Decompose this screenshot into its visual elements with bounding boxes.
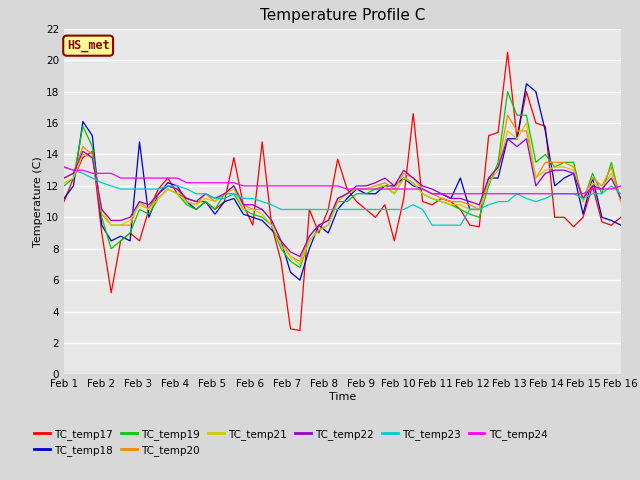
TC_temp19 <box>154 195 162 201</box>
TC_temp18 <box>617 222 625 228</box>
TC_temp17 <box>296 327 304 333</box>
TC_temp19 <box>249 211 257 217</box>
TC_temp17 <box>617 215 625 220</box>
Line: TC_temp22: TC_temp22 <box>64 139 621 257</box>
TC_temp22 <box>221 191 228 197</box>
TC_temp22 <box>504 136 511 142</box>
TC_temp20 <box>239 202 247 208</box>
TC_temp19 <box>60 183 68 189</box>
TC_temp22 <box>617 195 625 201</box>
TC_temp21 <box>249 206 257 212</box>
Title: Temperature Profile C: Temperature Profile C <box>260 9 425 24</box>
TC_temp24 <box>617 183 625 189</box>
TC_temp22 <box>60 175 68 181</box>
TC_temp23 <box>428 222 436 228</box>
TC_temp19 <box>419 191 426 197</box>
TC_temp19 <box>239 206 247 212</box>
TC_temp19 <box>202 199 209 204</box>
TC_temp19 <box>617 199 625 204</box>
TC_temp17 <box>419 199 426 204</box>
TC_temp18 <box>296 277 304 283</box>
TC_temp24 <box>410 186 417 192</box>
TC_temp17 <box>239 202 247 208</box>
TC_temp21 <box>202 195 209 201</box>
TC_temp20 <box>221 191 228 197</box>
TC_temp17 <box>221 199 228 204</box>
TC_temp21 <box>239 206 247 212</box>
TC_temp24 <box>239 183 247 189</box>
TC_temp23 <box>221 195 228 201</box>
Line: TC_temp20: TC_temp20 <box>64 115 621 261</box>
TC_temp19 <box>504 89 511 95</box>
TC_temp23 <box>410 202 417 208</box>
TC_temp18 <box>523 81 531 87</box>
TC_temp20 <box>249 206 257 212</box>
TC_temp24 <box>154 175 162 181</box>
Line: TC_temp17: TC_temp17 <box>64 52 621 330</box>
TC_temp22 <box>419 183 426 189</box>
Line: TC_temp18: TC_temp18 <box>64 84 621 280</box>
TC_temp24 <box>428 191 436 197</box>
TC_temp23 <box>239 195 247 201</box>
TC_temp24 <box>202 180 209 186</box>
TC_temp21 <box>154 195 162 201</box>
TC_temp22 <box>202 191 209 197</box>
TC_temp20 <box>60 175 68 181</box>
Text: HS_met: HS_met <box>67 39 109 52</box>
Y-axis label: Temperature (C): Temperature (C) <box>33 156 43 247</box>
TC_temp20 <box>504 112 511 118</box>
Line: TC_temp21: TC_temp21 <box>64 123 621 264</box>
TC_temp24 <box>221 180 228 186</box>
TC_temp22 <box>154 191 162 197</box>
TC_temp17 <box>504 49 511 55</box>
TC_temp18 <box>221 199 228 204</box>
TC_temp18 <box>60 195 68 201</box>
TC_temp22 <box>239 202 247 208</box>
TC_temp23 <box>60 164 68 170</box>
TC_temp20 <box>419 186 426 192</box>
TC_temp18 <box>154 191 162 197</box>
TC_temp24 <box>249 183 257 189</box>
TC_temp21 <box>523 120 531 126</box>
TC_temp21 <box>419 191 426 197</box>
TC_temp21 <box>617 199 625 204</box>
TC_temp19 <box>221 191 228 197</box>
TC_temp18 <box>419 186 426 192</box>
TC_temp20 <box>154 191 162 197</box>
TC_temp18 <box>202 199 209 204</box>
TC_temp23 <box>154 186 162 192</box>
TC_temp17 <box>60 199 68 204</box>
TC_temp17 <box>154 186 162 192</box>
Line: TC_temp19: TC_temp19 <box>64 92 621 267</box>
TC_temp18 <box>239 211 247 217</box>
TC_temp23 <box>202 191 209 197</box>
TC_temp20 <box>296 258 304 264</box>
TC_temp20 <box>617 199 625 204</box>
TC_temp20 <box>202 191 209 197</box>
TC_temp21 <box>221 191 228 197</box>
Line: TC_temp23: TC_temp23 <box>64 167 621 225</box>
X-axis label: Time: Time <box>329 392 356 402</box>
TC_temp23 <box>249 195 257 201</box>
TC_temp18 <box>249 215 257 220</box>
TC_temp19 <box>296 264 304 270</box>
Line: TC_temp24: TC_temp24 <box>64 167 621 194</box>
TC_temp17 <box>249 222 257 228</box>
TC_temp21 <box>60 180 68 186</box>
TC_temp23 <box>617 191 625 197</box>
TC_temp22 <box>296 254 304 260</box>
TC_temp17 <box>202 199 209 204</box>
TC_temp22 <box>249 202 257 208</box>
TC_temp24 <box>60 164 68 170</box>
Legend: TC_temp17, TC_temp18, TC_temp19, TC_temp20, TC_temp21, TC_temp22, TC_temp23, TC_: TC_temp17, TC_temp18, TC_temp19, TC_temp… <box>30 424 552 460</box>
TC_temp21 <box>296 262 304 267</box>
